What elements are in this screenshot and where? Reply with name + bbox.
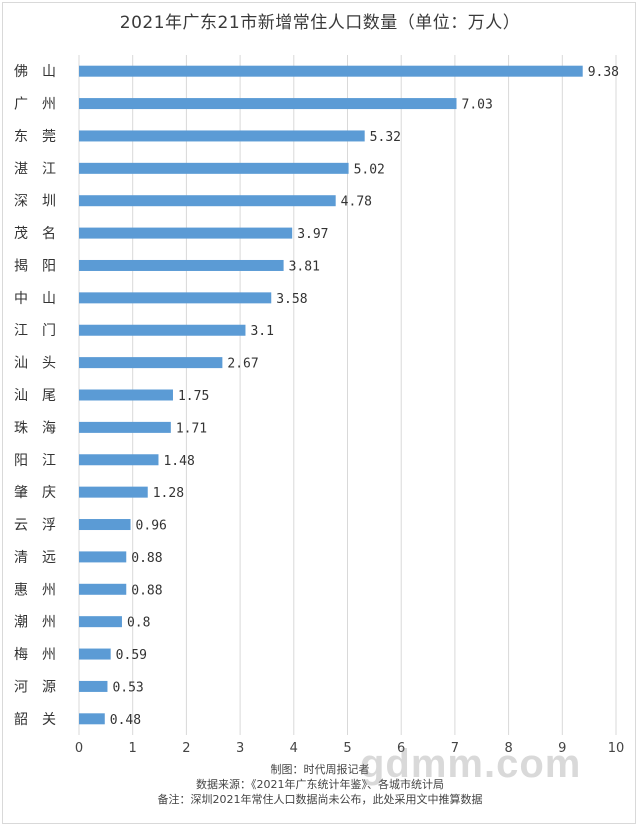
- watermark: gdmm.com: [360, 742, 582, 786]
- value-label: 1.28: [153, 486, 184, 501]
- x-tick-label: 7: [451, 741, 459, 756]
- value-label: 4.78: [341, 195, 372, 210]
- bar: [79, 357, 223, 369]
- value-label: 5.32: [370, 130, 401, 145]
- bar: [79, 259, 284, 271]
- x-tick-label: 3: [236, 741, 244, 756]
- x-tick-label: 9: [558, 741, 566, 756]
- bars: [79, 65, 583, 725]
- value-label: 0.88: [131, 583, 162, 598]
- value-label: 1.71: [176, 421, 207, 436]
- bar: [79, 583, 127, 595]
- value-label: 3.1: [250, 324, 273, 339]
- bar: [79, 162, 349, 174]
- value-label: 0.96: [136, 519, 167, 534]
- value-label: 3.97: [297, 227, 328, 242]
- category-label: 江 门: [14, 323, 56, 339]
- x-tick-label: 6: [397, 741, 405, 756]
- bar: [79, 454, 159, 466]
- value-label: 5.02: [354, 162, 385, 177]
- category-label: 湛 江: [14, 161, 56, 177]
- bar: [79, 616, 122, 628]
- bar: [79, 486, 148, 498]
- value-label: 2.67: [227, 357, 258, 372]
- chart-notes: 制图：时代周报记者 数据来源：《2021年广东统计年鉴》、各城市统计局 备注：深…: [0, 762, 640, 807]
- x-tick-label: 4: [290, 741, 298, 756]
- source-note: 数据来源：《2021年广东统计年鉴》、各城市统计局: [196, 778, 444, 791]
- category-label: 阳 江: [14, 453, 56, 469]
- x-tick-label: 0: [75, 741, 83, 756]
- x-tick-label: 10: [608, 741, 625, 756]
- value-label: 0.88: [131, 551, 162, 566]
- category-label: 惠 州: [14, 582, 56, 598]
- value-label: 7.03: [462, 98, 493, 113]
- bar: [79, 713, 105, 725]
- category-label: 汕 尾: [14, 388, 56, 404]
- bar: [79, 519, 131, 531]
- bar: [79, 130, 365, 142]
- value-label: 0.48: [110, 713, 141, 728]
- x-tick-label: 2: [182, 741, 190, 756]
- bar: [79, 98, 457, 110]
- bar: [79, 680, 108, 692]
- x-tick-label: 5: [343, 741, 351, 756]
- bar: [79, 421, 171, 433]
- value-label: 9.38: [588, 65, 619, 80]
- bar: [79, 227, 293, 239]
- chart-title: 2021年广东21市新增常住人口数量（单位：万人）: [119, 13, 521, 33]
- category-label: 珠 海: [14, 420, 56, 436]
- bar: [79, 195, 336, 207]
- bar: [79, 648, 111, 660]
- category-label: 东 莞: [14, 129, 56, 145]
- category-label: 肇 庆: [14, 485, 56, 501]
- category-label: 揭 阳: [14, 258, 56, 274]
- value-label: 1.75: [178, 389, 209, 404]
- category-labels: 佛 山广 州东 莞湛 江深 圳茂 名揭 阳中 山江 门汕 头汕 尾珠 海阳 江肇…: [14, 64, 56, 728]
- category-label: 潮 州: [14, 615, 56, 631]
- value-label: 0.8: [127, 616, 150, 631]
- bar: [79, 551, 127, 563]
- category-label: 河 源: [14, 679, 56, 695]
- bar: [79, 324, 246, 336]
- x-tick-label: 8: [504, 741, 512, 756]
- category-label: 广 州: [14, 97, 56, 113]
- remark-note: 备注：深圳2021年常住人口数据尚未公布，此处采用文中推算数据: [157, 793, 483, 806]
- value-label: 1.48: [163, 454, 194, 469]
- value-label: 3.81: [289, 259, 320, 274]
- category-label: 佛 山: [14, 64, 56, 80]
- bar: [79, 389, 173, 401]
- x-tick-labels: 0 1 2 3 4 5 6 7 8 9 10: [75, 741, 624, 756]
- value-label: 0.53: [112, 680, 143, 695]
- bar: [79, 292, 272, 304]
- category-label: 汕 头: [14, 356, 56, 372]
- value-labels: 9.38 7.03 5.32 5.02 4.78 3.97 3.81 3.58 3.1 2.67 1…: [110, 65, 619, 728]
- category-label: 梅 州: [14, 647, 56, 663]
- x-tick-label: 1: [129, 741, 137, 756]
- bar: [79, 65, 583, 77]
- category-label: 清 远: [14, 550, 56, 566]
- value-label: 3.58: [276, 292, 307, 307]
- category-label: 深 圳: [14, 194, 56, 210]
- category-label: 中 山: [14, 291, 56, 307]
- category-label: 云 浮: [14, 518, 56, 534]
- category-label: 韶 关: [14, 712, 56, 728]
- value-label: 0.59: [116, 648, 147, 663]
- category-label: 茂 名: [14, 225, 56, 242]
- credit-note: 制图：时代周报记者: [270, 763, 370, 776]
